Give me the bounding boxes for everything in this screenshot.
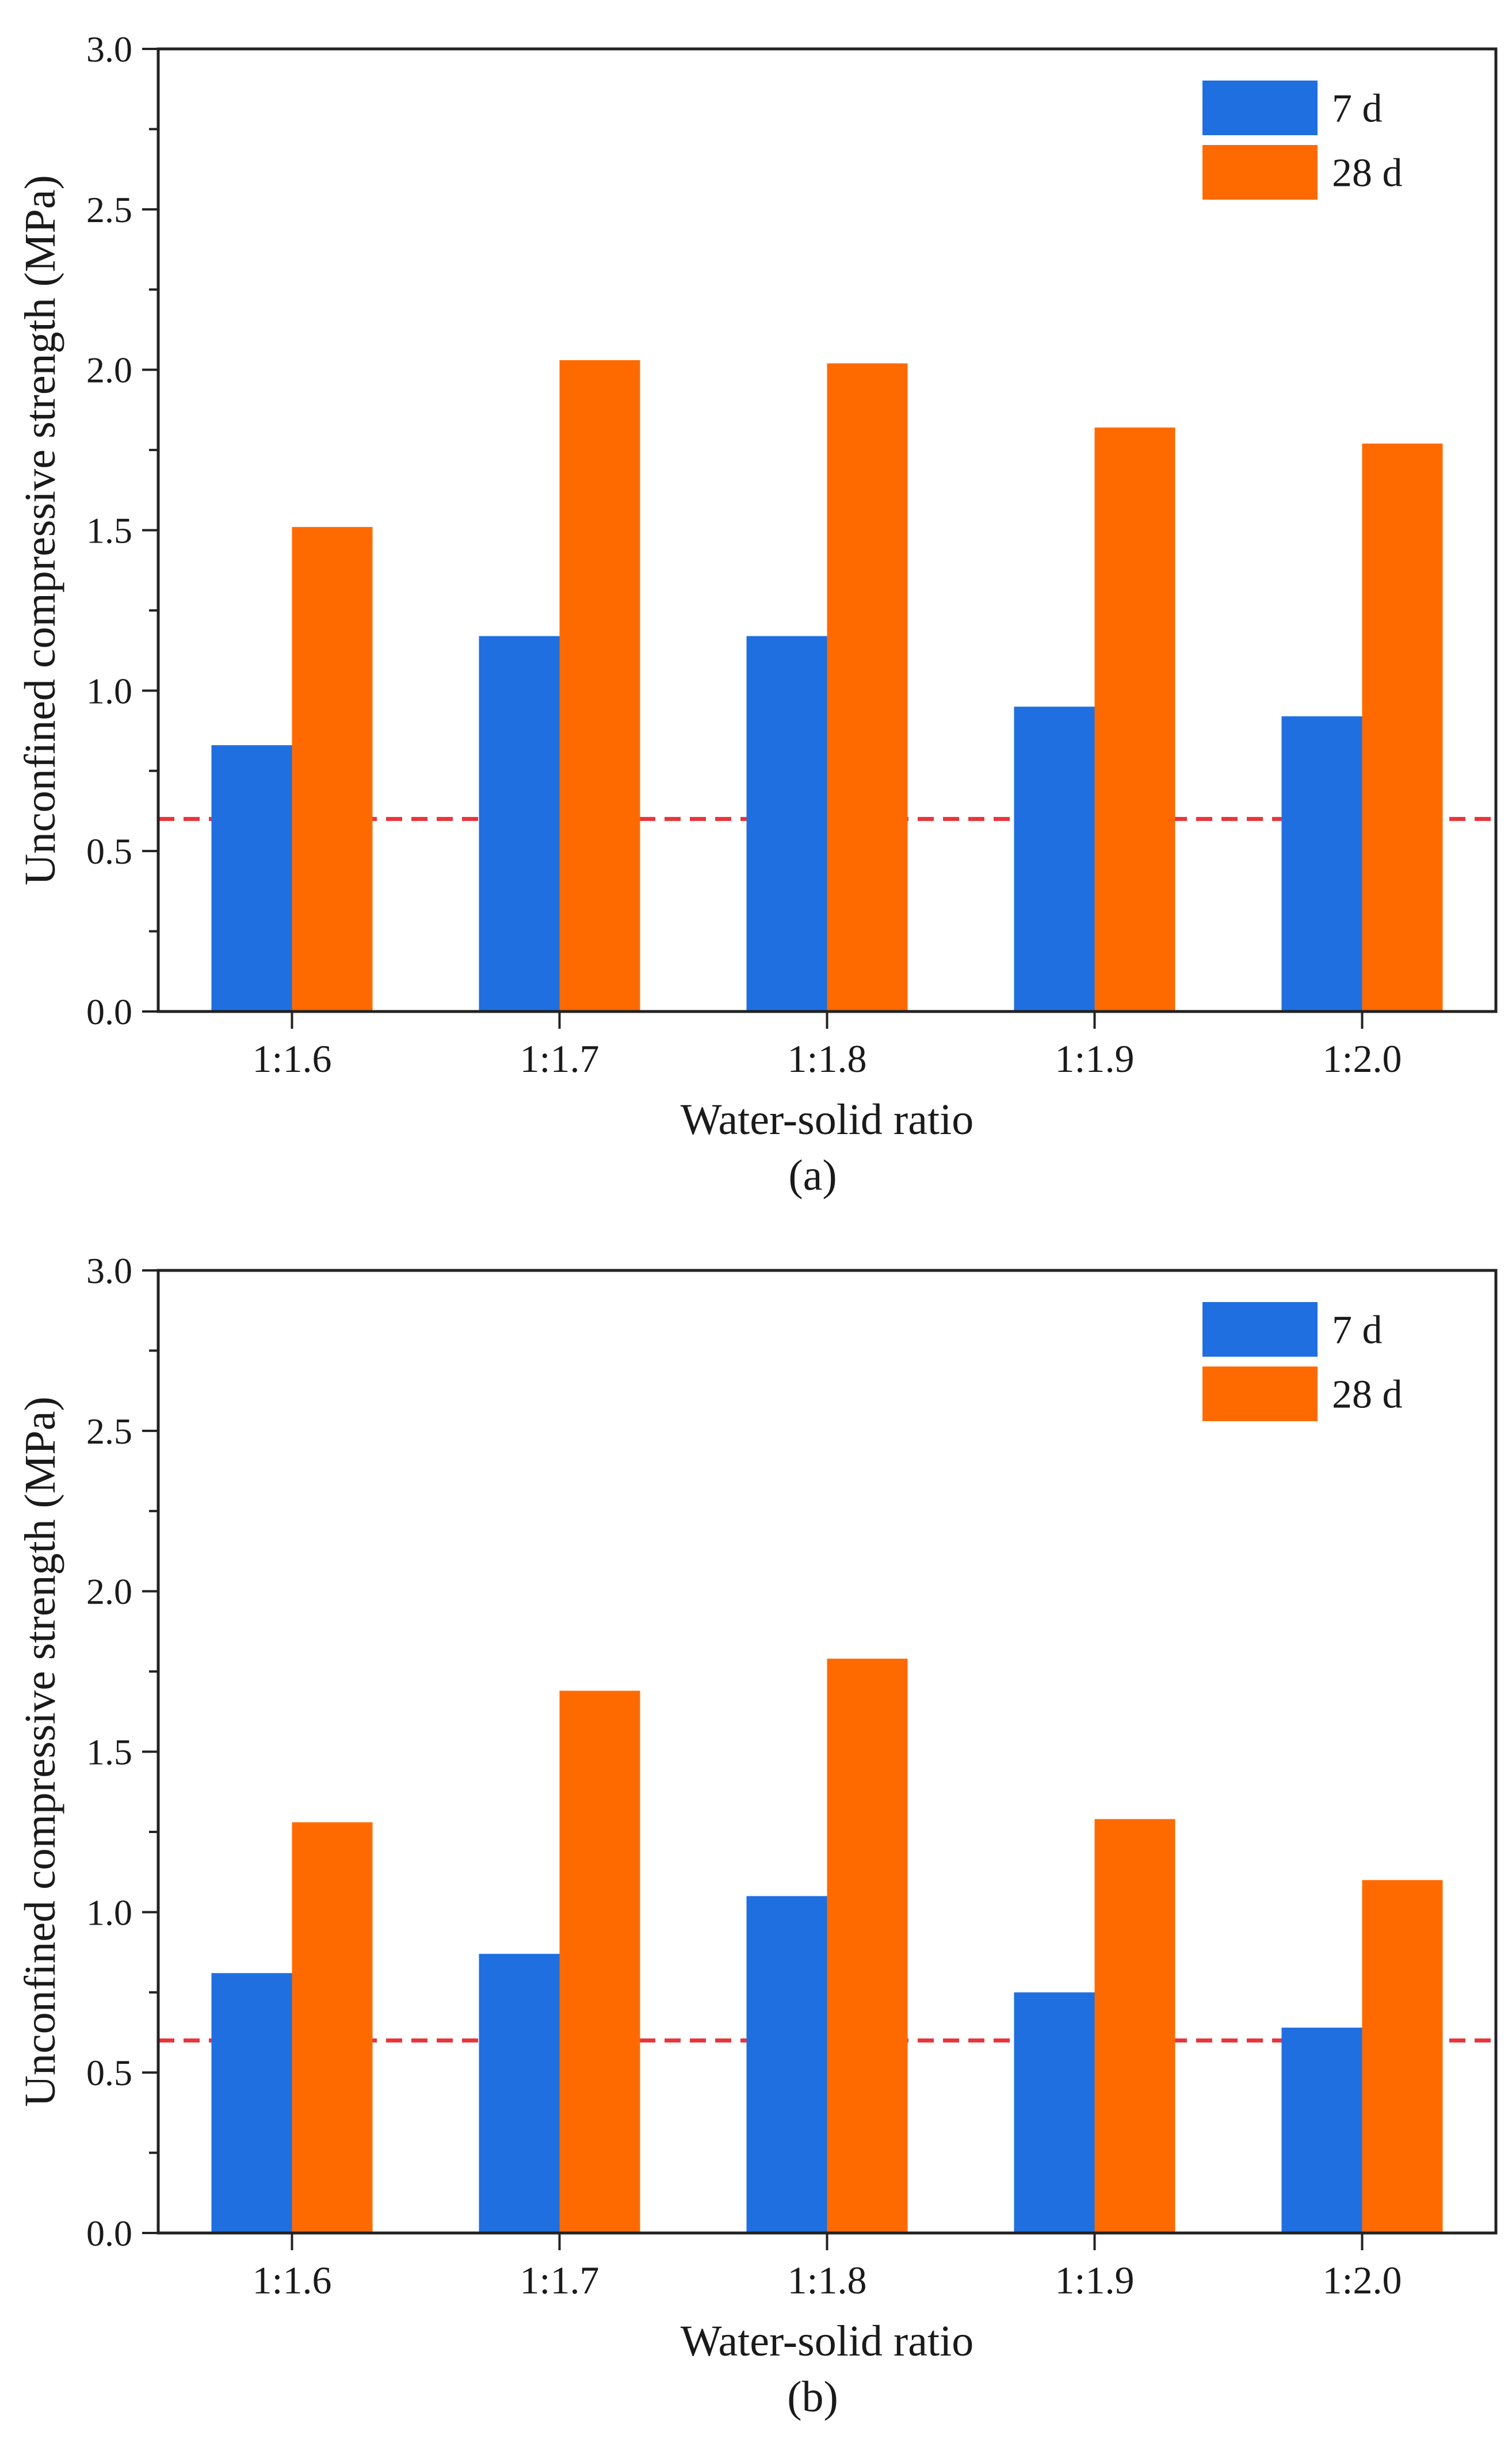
bar-28d-1-1.8	[827, 363, 908, 1011]
bar-7d-1-1.9	[1014, 1992, 1095, 2233]
panel-caption: (a)	[788, 1151, 837, 1200]
legend-label: 7 d	[1332, 87, 1383, 131]
bar-28d-1-1.6	[292, 526, 373, 1011]
x-tick-label: 1:1.9	[1055, 1037, 1135, 1081]
x-axis-title: Water-solid ratio	[681, 1095, 973, 1144]
bar-28d-1-1.7	[559, 1690, 640, 2233]
x-tick-label: 1:2.0	[1323, 1037, 1402, 1081]
bar-7d-1-1.7	[479, 636, 560, 1011]
bar-28d-1-1.9	[1094, 427, 1175, 1011]
y-tick-label: 3.0	[86, 1250, 132, 1291]
x-tick-label: 1:1.9	[1055, 2258, 1135, 2302]
legend-swatch-28d	[1202, 145, 1318, 200]
bar-28d-1-2.0	[1362, 1880, 1443, 2233]
panel-caption: (b)	[787, 2373, 838, 2421]
y-tick-label: 1.0	[86, 1892, 132, 1933]
bar-7d-1-1.7	[479, 1953, 560, 2233]
y-tick-label: 2.0	[86, 1571, 132, 1612]
bar-7d-1-2.0	[1281, 716, 1362, 1011]
chart-panel-a: 1:1.6 1:1.7 1:1.8 1:1.9 1:2.0 0.0 0.5 1.0 1.5 2.0…	[16, 29, 1498, 1200]
y-tick-label: 0.0	[86, 2213, 132, 2254]
bar-7d-1-1.6	[211, 745, 292, 1011]
bar-7d-1-1.9	[1014, 707, 1095, 1011]
legend-swatch-28d	[1202, 1366, 1318, 1421]
chart-panel-b: 1:1.6 1:1.7 1:1.8 1:1.9 1:2.0 0.0 0.5 1.0 1.5 2.0…	[0, 1222, 1512, 2443]
plot-frame	[156, 1269, 1498, 2235]
x-axis-title: Water-solid ratio	[681, 2317, 973, 2365]
y-axis-title: Unconfined compressive strength (MPa)	[16, 175, 64, 885]
y-tick-label: 2.5	[86, 189, 132, 230]
y-tick-label: 2.5	[86, 1411, 132, 1452]
bar-28d-1-1.7	[559, 360, 640, 1011]
y-tick-label: 1.5	[86, 510, 132, 551]
x-tick-label: 1:1.8	[788, 1037, 867, 1081]
plot-frame	[156, 47, 1498, 1013]
y-tick-label: 0.5	[86, 2052, 132, 2093]
legend-label: 28 d	[1332, 151, 1403, 196]
y-tick-label: 1.5	[86, 1732, 132, 1773]
y-tick-label: 3.0	[86, 29, 132, 70]
x-tick-label: 1:1.7	[520, 2258, 600, 2302]
bar-7d-1-1.8	[746, 1896, 827, 2233]
y-tick-label: 1.0	[86, 670, 132, 711]
x-tick-label: 1:1.6	[253, 1037, 332, 1081]
x-tick-label: 1:1.8	[788, 2258, 867, 2302]
legend-label: 28 d	[1332, 1373, 1403, 1417]
bar-28d-1-1.9	[1094, 1819, 1175, 2233]
y-tick-label: 0.0	[86, 991, 132, 1032]
legend-swatch-7d	[1202, 81, 1318, 135]
bar-7d-1-1.6	[211, 1973, 292, 2233]
bar-7d-1-1.8	[746, 636, 827, 1011]
legend-label: 7 d	[1332, 1308, 1383, 1353]
y-tick-label: 2.0	[86, 350, 132, 391]
bar-28d-1-1.8	[827, 1658, 908, 2233]
chart-b: 1:1.6 1:1.7 1:1.8 1:1.9 1:2.0 0.0 0.5 1.0 1.5 2.0…	[16, 1250, 1498, 2421]
x-tick-label: 1:2.0	[1323, 2258, 1402, 2302]
x-tick-label: 1:1.6	[253, 2258, 332, 2302]
bar-28d-1-1.6	[292, 1822, 373, 2233]
y-tick-label: 0.5	[86, 831, 132, 872]
bar-7d-1-2.0	[1281, 2028, 1362, 2233]
y-axis-title: Unconfined compressive strength (MPa)	[16, 1396, 64, 2107]
chart-a: 1:1.6 1:1.7 1:1.8 1:1.9 1:2.0 0.0 0.5 1.0 1.5 2.0…	[16, 29, 1498, 1200]
legend-swatch-7d	[1202, 1302, 1318, 1357]
x-tick-label: 1:1.7	[520, 1037, 600, 1081]
bar-28d-1-2.0	[1362, 443, 1443, 1011]
